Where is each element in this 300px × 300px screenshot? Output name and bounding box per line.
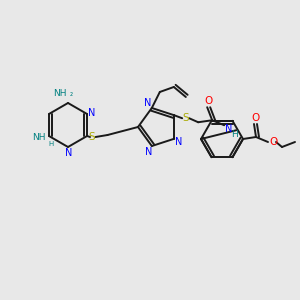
Text: O: O [269,137,277,147]
Text: N: N [65,148,73,158]
Text: N: N [145,147,152,157]
Text: N: N [144,98,152,108]
Text: N: N [176,137,183,147]
Text: H: H [48,141,54,147]
Text: O: O [204,96,212,106]
Text: N: N [226,124,233,134]
Text: ₂: ₂ [69,89,73,98]
Text: O: O [251,113,259,123]
Text: N: N [88,108,96,118]
Text: NH: NH [53,89,67,98]
Text: NH: NH [32,133,46,142]
Text: S: S [183,113,190,123]
Text: S: S [89,132,95,142]
Text: H: H [231,130,238,139]
